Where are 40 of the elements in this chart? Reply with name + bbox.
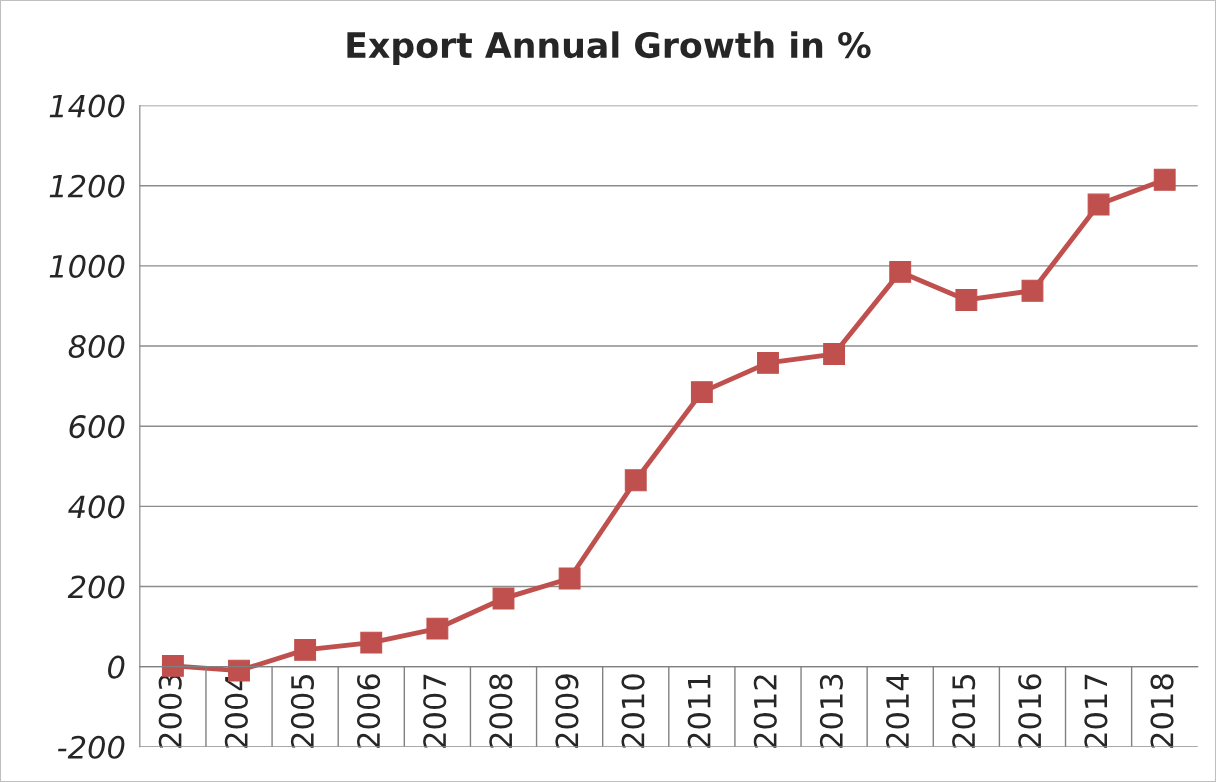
y-tick-label: 200	[67, 575, 125, 599]
point	[1021, 279, 1044, 302]
point	[1153, 168, 1176, 191]
point	[360, 631, 383, 654]
y-tick-label: 0	[108, 655, 125, 679]
point	[161, 654, 184, 677]
x-tick-label: 2010	[621, 674, 645, 748]
point	[690, 381, 713, 404]
point	[558, 567, 581, 590]
chart-title: Export Annual Growth in %	[347, 31, 871, 65]
point	[294, 638, 317, 661]
x-tick-label: 2009	[555, 674, 579, 748]
x-tick-label: 2017	[1084, 674, 1108, 748]
point	[955, 289, 978, 311]
x-tick-label: 2008	[489, 674, 513, 748]
x-tick-label: 2013	[819, 674, 843, 748]
point	[757, 351, 779, 374]
x-tick-label: 2006	[357, 674, 381, 748]
point	[492, 587, 515, 610]
y-tick-label: 600	[69, 415, 125, 439]
x-tick-label: 2011	[687, 675, 711, 748]
x-tick-label: 2018	[1150, 674, 1174, 748]
y-tick-label: 1000	[49, 254, 125, 278]
point	[889, 260, 912, 283]
x-tick-label: 2012	[753, 675, 777, 748]
y-tick-label: -200	[57, 735, 125, 759]
x-tick-label: 2005	[290, 674, 315, 748]
y-tick-label: 400	[68, 495, 125, 519]
point	[1087, 193, 1110, 216]
y-tick-label: 1400	[49, 94, 125, 118]
point	[426, 617, 449, 640]
x-tick-label: 2014	[885, 673, 910, 748]
y-tick-label: 800	[68, 334, 125, 359]
x-tick-label: 2015	[952, 674, 976, 748]
x-tick-label: 2007	[423, 674, 447, 748]
point	[823, 343, 846, 365]
x-tick-label: 2003	[158, 674, 182, 748]
x-tick-label: 2016	[1018, 674, 1042, 748]
y-tick-label: 1200	[49, 174, 125, 198]
point	[624, 469, 647, 492]
